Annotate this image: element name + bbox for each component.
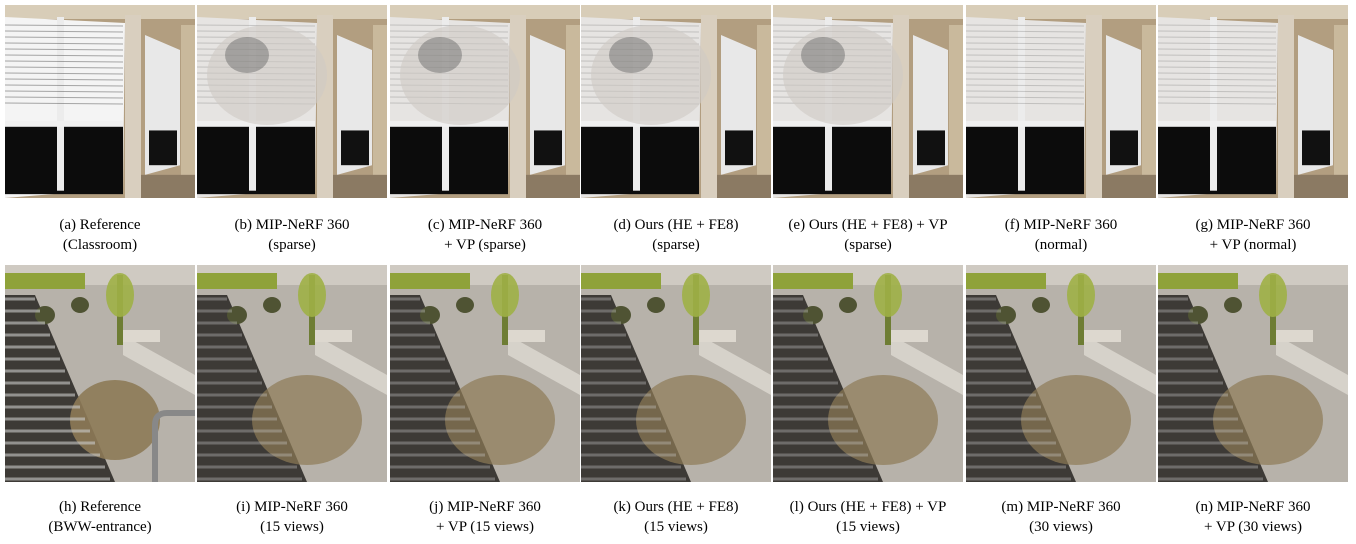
scene xyxy=(1158,5,1348,198)
caption-line: (e) Ours (HE + FE8) + VP xyxy=(767,215,969,235)
caption: (f) MIP-NeRF 360(normal) xyxy=(960,215,1162,255)
image xyxy=(1158,265,1348,482)
image xyxy=(773,265,963,482)
caption-line: + VP (normal) xyxy=(1152,235,1354,255)
image xyxy=(390,265,580,482)
image xyxy=(581,265,771,482)
caption-line: (sparse) xyxy=(575,235,777,255)
caption-line: (30 views) xyxy=(960,517,1162,537)
scene xyxy=(197,5,387,198)
scene xyxy=(773,5,963,198)
caption: (d) Ours (HE + FE8)(sparse) xyxy=(575,215,777,255)
result-image xyxy=(197,5,387,198)
caption-line: (j) MIP-NeRF 360 xyxy=(384,497,586,517)
result-image xyxy=(773,5,963,198)
caption-line: (n) MIP-NeRF 360 xyxy=(1152,497,1354,517)
result-image xyxy=(966,5,1156,198)
caption-line: (h) Reference xyxy=(0,497,201,517)
caption: (b) MIP-NeRF 360(sparse) xyxy=(191,215,393,255)
result-image xyxy=(1158,5,1348,198)
scene xyxy=(581,5,771,198)
caption-line: + VP (sparse) xyxy=(384,235,586,255)
scene xyxy=(966,5,1156,198)
caption: (c) MIP-NeRF 360+ VP (sparse) xyxy=(384,215,586,255)
scene xyxy=(966,265,1156,482)
scene xyxy=(5,265,195,482)
caption-line: + VP (30 views) xyxy=(1152,517,1354,537)
result-image xyxy=(773,265,963,482)
scene xyxy=(5,5,195,198)
image xyxy=(966,265,1156,482)
scene xyxy=(581,265,771,482)
caption: (l) Ours (HE + FE8) + VP(15 views) xyxy=(767,497,969,537)
caption-line: (d) Ours (HE + FE8) xyxy=(575,215,777,235)
image xyxy=(1158,5,1348,198)
result-image xyxy=(5,265,195,482)
caption-line: (l) Ours (HE + FE8) + VP xyxy=(767,497,969,517)
image xyxy=(581,5,771,198)
image xyxy=(197,5,387,198)
caption-line: (normal) xyxy=(960,235,1162,255)
caption: (i) MIP-NeRF 360(15 views) xyxy=(191,497,393,537)
result-image xyxy=(5,5,195,198)
caption-line: (15 views) xyxy=(575,517,777,537)
caption-line: (k) Ours (HE + FE8) xyxy=(575,497,777,517)
image xyxy=(966,5,1156,198)
caption-line: (a) Reference xyxy=(0,215,201,235)
caption: (k) Ours (HE + FE8)(15 views) xyxy=(575,497,777,537)
caption-line: (g) MIP-NeRF 360 xyxy=(1152,215,1354,235)
image xyxy=(5,265,195,482)
result-image xyxy=(390,265,580,482)
caption: (a) Reference(Classroom) xyxy=(0,215,201,255)
caption-line: (BWW-entrance) xyxy=(0,517,201,537)
caption-line: (sparse) xyxy=(191,235,393,255)
caption-line: (sparse) xyxy=(767,235,969,255)
caption-line: (15 views) xyxy=(191,517,393,537)
result-image xyxy=(1158,265,1348,482)
image xyxy=(197,265,387,482)
result-image xyxy=(390,5,580,198)
caption-line: (f) MIP-NeRF 360 xyxy=(960,215,1162,235)
image xyxy=(5,5,195,198)
caption: (n) MIP-NeRF 360+ VP (30 views) xyxy=(1152,497,1354,537)
caption: (g) MIP-NeRF 360+ VP (normal) xyxy=(1152,215,1354,255)
caption-line: (b) MIP-NeRF 360 xyxy=(191,215,393,235)
caption: (m) MIP-NeRF 360(30 views) xyxy=(960,497,1162,537)
image xyxy=(390,5,580,198)
scene xyxy=(773,265,963,482)
page: {"figure": {"rows": [ {"panels": [ {"cap… xyxy=(0,0,1356,544)
scene xyxy=(197,265,387,482)
caption-line: (i) MIP-NeRF 360 xyxy=(191,497,393,517)
result-image xyxy=(581,265,771,482)
caption-line: (Classroom) xyxy=(0,235,201,255)
scene xyxy=(390,5,580,198)
caption: (h) Reference(BWW-entrance) xyxy=(0,497,201,537)
scene xyxy=(1158,265,1348,482)
caption-line: (15 views) xyxy=(767,517,969,537)
caption-line: (c) MIP-NeRF 360 xyxy=(384,215,586,235)
caption: (j) MIP-NeRF 360+ VP (15 views) xyxy=(384,497,586,537)
result-image xyxy=(966,265,1156,482)
image xyxy=(773,5,963,198)
caption-line: (m) MIP-NeRF 360 xyxy=(960,497,1162,517)
result-image xyxy=(581,5,771,198)
result-image xyxy=(197,265,387,482)
caption-line: + VP (15 views) xyxy=(384,517,586,537)
caption: (e) Ours (HE + FE8) + VP(sparse) xyxy=(767,215,969,255)
scene xyxy=(390,265,580,482)
